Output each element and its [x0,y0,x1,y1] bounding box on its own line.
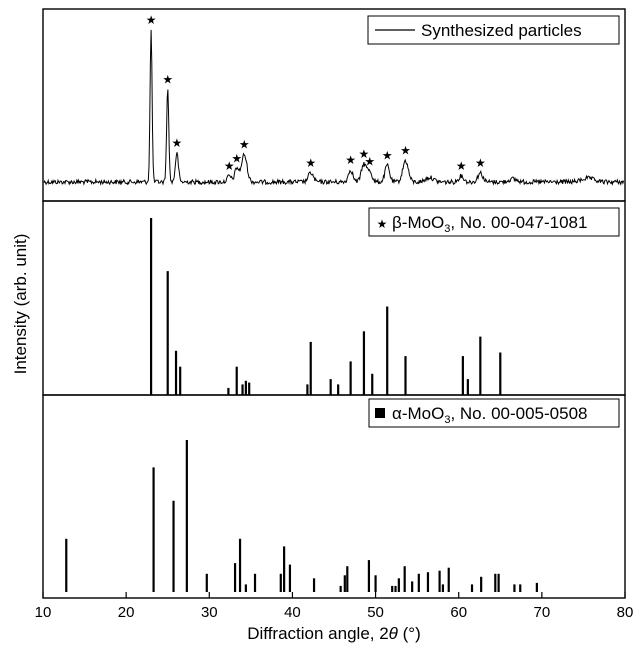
x-axis-label-suffix: (°) [398,624,421,643]
x-tick-label: 70 [534,604,551,621]
synthesized-pattern-line [43,29,625,186]
x-tick-label: 50 [367,604,384,621]
legend-box [368,207,620,237]
legend-beta-moo3: ★ β-MoO3, No. 00-047-1081 [368,207,620,237]
peak-star-marker: ★ [456,159,467,173]
x-tick-label: 60 [450,604,467,621]
x-tick-label: 30 [201,604,218,621]
legend-synthesized: Synthesized particles [367,15,620,45]
legend-label: β-MoO3, No. 00-047-1081 [392,213,587,235]
peak-star-marker: ★ [475,156,486,170]
legend-box [368,398,620,428]
peak-star-marker: ★ [400,144,411,158]
peak-star-marker: ★ [382,148,393,162]
peak-star-marker: ★ [239,138,250,152]
legend-label: α-MoO3, No. 00-005-0508 [392,404,588,426]
axes: 10 20 30 40 50 60 70 80 Synthesized particles ★ β-… [35,8,634,621]
legend-label: Synthesized particles [421,21,582,40]
legend-star-icon: ★ [377,217,388,231]
peak-star-marker: ★ [305,156,316,170]
legend-square-icon [375,408,385,418]
peak-star-marker: ★ [224,159,235,173]
x-axis-label-prefix: Diffraction angle, 2 [247,624,388,643]
peak-star-marker: ★ [231,151,242,165]
x-tick-label: 80 [617,604,634,621]
y-axis-label: Intensity (arb. unit) [11,234,30,375]
x-tick-label: 20 [118,604,135,621]
peak-star-marker: ★ [345,153,356,167]
peak-star-marker: ★ [146,13,157,27]
x-axis-label: Diffraction angle, 2θ (°) [247,624,421,643]
plot-area: ★★★★★★★ ★ ★★ ★ ★★ ★ [43,13,625,592]
x-tick-label: 40 [284,604,301,621]
x-tick-label: 10 [35,604,52,621]
peak-star-marker: ★ [171,136,182,150]
panel-frame-3 [42,394,626,599]
peak-star-marker: ★ [359,147,370,161]
legend-alpha-moo3: α-MoO3, No. 00-005-0508 [368,398,620,428]
peak-star-marker: ★ [364,154,375,168]
peak-star-marker: ★ [162,72,173,86]
x-axis-label-var: θ [389,624,399,643]
